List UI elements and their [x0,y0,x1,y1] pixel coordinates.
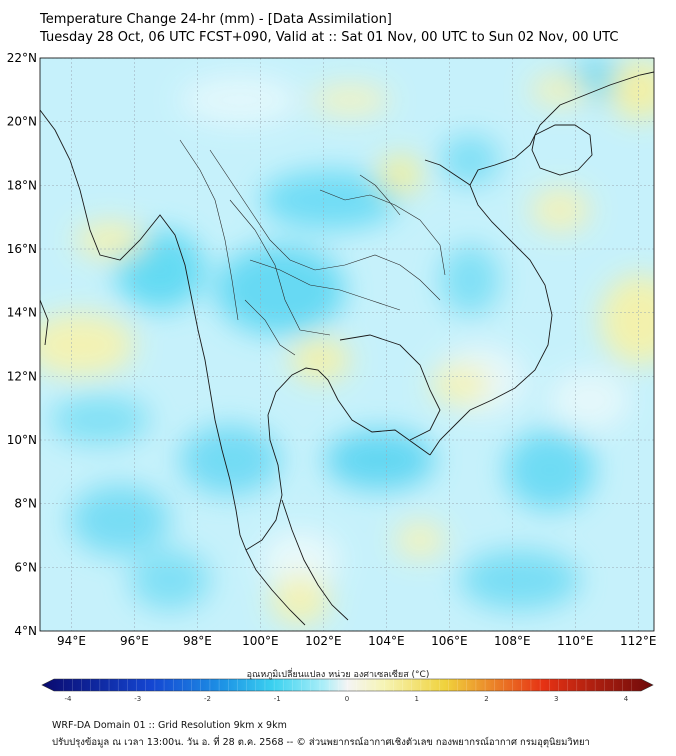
latitude-label: 4°N [14,624,37,638]
latitude-label: 18°N [7,178,37,192]
colorbar-tick: -2 [204,695,211,703]
footer-credit: ปรับปรุงข้อมูล ณ เวลา 13:00น. วัน อ. ที่… [52,737,590,748]
longitude-label: 110°E [557,634,594,648]
latitude-label: 22°N [7,51,37,65]
longitude-label: 102°E [305,634,342,648]
map-title: Temperature Change 24-hr (mm) - [Data As… [40,12,392,27]
colorbar-tick: -1 [274,695,281,703]
latitude-label: 16°N [7,242,37,256]
longitude-labels: 94°E 96°E 98°E 100°E 102°E 104°E 106°E 108°E 110… [57,634,656,648]
colorbar-ticks: -4 -3 -2 -1 0 1 2 3 4 [65,695,629,703]
colorbar-label: อุณหภูมิเปลี่ยนแปลง หน่วย องศาเซลเซียส (… [246,670,430,680]
latitude-label: 10°N [7,433,37,447]
latitude-label: 20°N [7,115,37,129]
longitude-label: 100°E [242,634,279,648]
longitude-label: 96°E [120,634,149,648]
provincial-boundaries [179,139,446,356]
longitude-label: 106°E [431,634,468,648]
longitude-label: 104°E [368,634,405,648]
coastlines [40,71,654,626]
colorbar: -4 -3 -2 -1 0 1 2 3 4 [41,678,654,703]
longitude-label: 98°E [183,634,212,648]
colorbar-tick: 0 [345,695,349,703]
footer-domain-info: WRF-DA Domain 01 :: Grid Resolution 9km … [52,720,287,731]
latitude-label: 14°N [7,306,37,320]
latitude-label: 8°N [14,497,37,511]
colorbar-tick: 2 [484,695,488,703]
latitude-labels: 22°N 20°N 18°N 16°N 14°N 12°N 10°N 8°N 6°N 4°N [7,51,37,638]
colorbar-tick: 3 [554,695,558,703]
temperature-field [40,58,654,631]
colorbar-tick: -3 [134,695,141,703]
colorbar-tick: 4 [624,695,629,703]
latitude-label: 12°N [7,369,37,383]
longitude-label: 108°E [494,634,531,648]
longitude-label: 112°E [620,634,657,648]
longitude-label: 94°E [57,634,86,648]
latitude-label: 6°N [14,560,37,574]
map-frame [39,57,655,632]
map-subtitle: Tuesday 28 Oct, 06 UTC FCST+090, Valid a… [40,30,619,45]
colorbar-tick: 1 [415,695,419,703]
colorbar-tick: -4 [65,695,73,703]
